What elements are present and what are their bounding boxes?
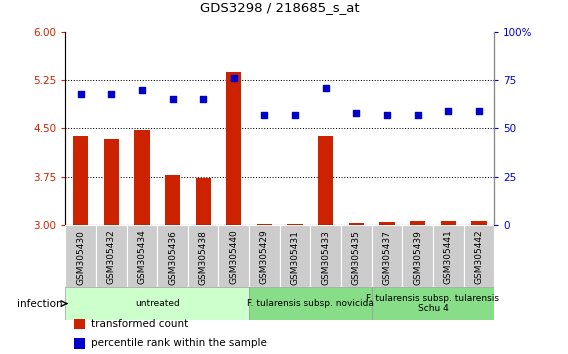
Bar	[65, 225, 96, 287]
Text: GSM305442: GSM305442	[474, 230, 483, 284]
Text: transformed count: transformed count	[91, 319, 189, 329]
Point	[352, 110, 361, 116]
Bar	[310, 225, 341, 287]
Point	[76, 91, 85, 96]
Bar	[280, 225, 310, 287]
Point	[321, 85, 330, 91]
Text: GSM305433: GSM305433	[321, 230, 330, 285]
Bar	[96, 225, 127, 287]
Bar	[103, 139, 119, 225]
Bar	[341, 225, 371, 287]
Bar	[74, 319, 85, 329]
Bar	[349, 223, 364, 225]
Bar	[257, 223, 272, 225]
Text: GSM305438: GSM305438	[199, 230, 208, 285]
Text: GSM305441: GSM305441	[444, 230, 453, 285]
Bar	[249, 225, 280, 287]
Bar	[371, 225, 402, 287]
Point	[290, 112, 299, 118]
Point	[168, 97, 177, 102]
Text: GSM305435: GSM305435	[352, 230, 361, 285]
Point	[382, 112, 391, 118]
Text: GSM305440: GSM305440	[229, 230, 239, 285]
Bar	[74, 338, 85, 349]
Text: GSM305439: GSM305439	[413, 230, 422, 285]
Bar	[471, 221, 487, 225]
Text: GSM305436: GSM305436	[168, 230, 177, 285]
Text: GDS3298 / 218685_s_at: GDS3298 / 218685_s_at	[200, 1, 360, 14]
Bar	[165, 175, 180, 225]
Text: GSM305432: GSM305432	[107, 230, 116, 285]
Point	[137, 87, 147, 93]
Text: F. tularensis subsp. novicida: F. tularensis subsp. novicida	[247, 299, 374, 308]
Bar	[219, 225, 249, 287]
Bar	[410, 221, 425, 225]
Bar	[287, 223, 303, 225]
Bar	[249, 287, 371, 320]
Bar	[371, 287, 494, 320]
Point	[474, 108, 483, 114]
Bar	[402, 225, 433, 287]
Text: percentile rank within the sample: percentile rank within the sample	[91, 338, 267, 348]
Bar	[226, 72, 241, 225]
Bar	[157, 225, 188, 287]
Text: GSM305437: GSM305437	[382, 230, 391, 285]
Bar	[65, 287, 249, 320]
Point	[413, 112, 422, 118]
Bar	[134, 130, 149, 225]
Bar	[379, 222, 395, 225]
Text: GSM305429: GSM305429	[260, 230, 269, 285]
Text: GSM305430: GSM305430	[76, 230, 85, 285]
Bar	[127, 225, 157, 287]
Text: infection: infection	[17, 298, 62, 309]
Text: untreated: untreated	[135, 299, 179, 308]
Text: F. tularensis subsp. tularensis
Schu 4: F. tularensis subsp. tularensis Schu 4	[366, 294, 499, 313]
Bar	[73, 136, 88, 225]
Bar	[441, 221, 456, 225]
Point	[107, 91, 116, 96]
Text: GSM305434: GSM305434	[137, 230, 147, 285]
Bar	[318, 136, 333, 225]
Bar	[188, 225, 219, 287]
Point	[260, 112, 269, 118]
Point	[199, 97, 208, 102]
Point	[444, 108, 453, 114]
Bar	[195, 178, 211, 225]
Text: GSM305431: GSM305431	[291, 230, 299, 285]
Point	[229, 75, 239, 81]
Bar	[463, 225, 494, 287]
Bar	[433, 225, 463, 287]
